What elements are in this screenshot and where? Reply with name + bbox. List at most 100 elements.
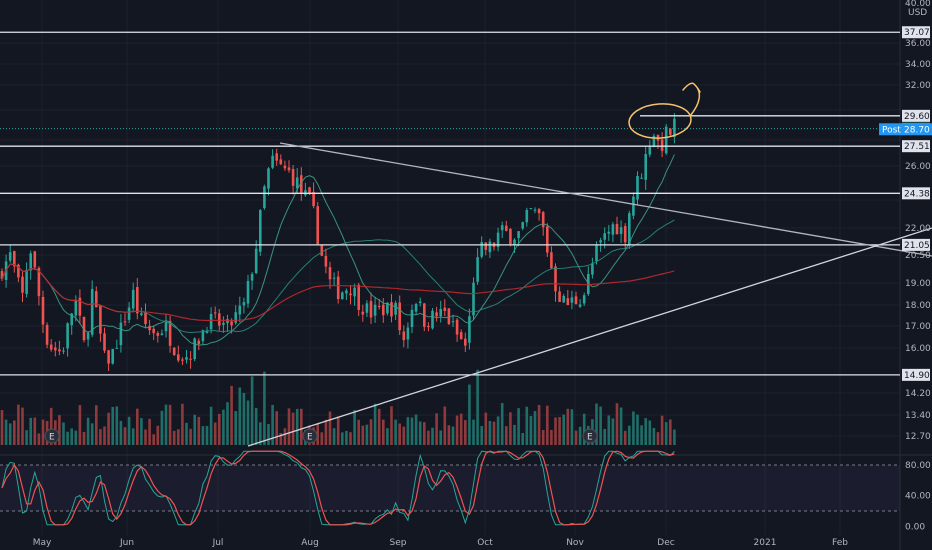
candle-body-90 (369, 301, 373, 318)
price-tick-7: 22.00 (905, 224, 931, 234)
volume-bar-127 (521, 433, 524, 445)
volume-bar-146 (599, 406, 602, 445)
post-price-value: 28.70 (904, 125, 930, 135)
price-tick-14: 13.40 (905, 411, 931, 421)
candle-body-118 (484, 242, 488, 250)
candle-body-119 (488, 241, 492, 253)
candle-body-131 (537, 209, 541, 214)
candle-body-98 (402, 331, 406, 341)
candle-body-30 (123, 321, 127, 323)
volume-bar-135 (554, 417, 557, 445)
osc-band (0, 465, 900, 511)
volume-bar-71 (291, 412, 295, 445)
horizontal-levels (0, 31, 900, 376)
volume-bar-155 (636, 414, 639, 445)
volume-bar-126 (517, 408, 520, 445)
volume-bar-153 (628, 425, 631, 445)
candle-body-51 (209, 313, 213, 330)
candle-body-147 (603, 233, 606, 240)
candle-body-150 (615, 224, 619, 235)
volume-bar-35 (144, 429, 147, 445)
volume-bar-12 (49, 407, 53, 445)
candle-body-113 (464, 338, 467, 346)
volume-bar-98 (402, 426, 406, 445)
candle-body-4 (17, 264, 20, 278)
volume-bar-81 (332, 428, 336, 445)
volume-bar-115 (472, 419, 475, 445)
volume-bar-111 (455, 415, 459, 445)
candle-body-22 (90, 288, 94, 335)
post-price-label: Post (882, 125, 901, 135)
candle-body-111 (455, 319, 459, 335)
time-tick-1: Jun (119, 538, 134, 548)
volume-bar-101 (414, 414, 418, 445)
candle-body-114 (468, 316, 471, 343)
candle-body-145 (595, 245, 598, 262)
volume-bar-44 (181, 403, 184, 445)
volume-bar-100 (410, 417, 414, 445)
candle-body-38 (156, 332, 160, 336)
candle-body-66 (271, 155, 274, 168)
volume-bar-162 (664, 422, 668, 445)
candle-body-134 (550, 252, 553, 269)
candle-body-57 (234, 312, 237, 323)
volume-bar-142 (582, 413, 586, 445)
volume-bar-5 (21, 407, 24, 445)
candle-body-8 (33, 251, 37, 268)
candle-body-26 (107, 350, 110, 364)
volume-bar-34 (140, 418, 143, 445)
volume-bar-70 (287, 408, 291, 445)
candle-body-132 (541, 212, 545, 228)
candle-body-36 (148, 325, 151, 331)
candle-body-116 (476, 257, 479, 282)
volume-bar-136 (558, 417, 561, 445)
volume-bar-53 (218, 413, 221, 445)
candle-body-133 (546, 226, 549, 253)
candle-body-151 (619, 227, 623, 234)
volume-bar-97 (398, 423, 401, 445)
price-axis[interactable]: 37.0729.6027.5124.3821.0514.9028.74Post2… (879, 0, 932, 532)
volume-bar-56 (230, 385, 233, 445)
volume-bar-113 (464, 420, 467, 445)
volume-bar-39 (160, 410, 164, 445)
price-tick-9: 19.00 (905, 279, 931, 289)
volume-bar-3 (13, 420, 16, 445)
candle-body-115 (472, 282, 475, 316)
volume-bar-33 (136, 408, 139, 445)
candle-body-85 (349, 293, 352, 296)
candle-body-139 (570, 297, 574, 303)
candle-body-146 (599, 240, 602, 243)
candle-body-81 (332, 277, 336, 279)
candle-body-77 (316, 206, 319, 245)
volume-bar-86 (353, 410, 356, 445)
earnings-marker-bg-1 (302, 428, 318, 444)
candle-body-89 (365, 303, 369, 313)
volume-bar-124 (509, 412, 512, 445)
candle-body-155 (636, 176, 639, 200)
candle-body-136 (558, 291, 561, 302)
oscillator-pane (0, 450, 900, 526)
candle-body-117 (480, 242, 483, 257)
ma-short-line (1, 154, 675, 346)
volume-bar-130 (533, 411, 537, 445)
candle-body-87 (357, 284, 360, 310)
volume-bar-32 (131, 428, 135, 445)
level-tag-bg-1 (902, 109, 930, 122)
candle-body-18 (74, 299, 78, 316)
volume-bar-116 (476, 369, 479, 445)
candle-body-73 (300, 175, 303, 194)
candle-body-128 (525, 209, 529, 223)
volume-bar-87 (357, 419, 360, 445)
volume-bar-157 (644, 418, 647, 445)
volume-bar-112 (459, 413, 463, 445)
candle-body-2 (8, 252, 12, 261)
time-axis[interactable]: May Jun Jul Aug Sep Oct Nov Dec 2021 Feb (33, 538, 849, 548)
candle-body-29 (119, 322, 123, 346)
candle-body-10 (41, 297, 45, 325)
candle-body-84 (345, 290, 348, 294)
volume-bar-158 (648, 420, 652, 445)
volume-bar-102 (418, 421, 422, 445)
volume-bar-88 (361, 425, 365, 445)
